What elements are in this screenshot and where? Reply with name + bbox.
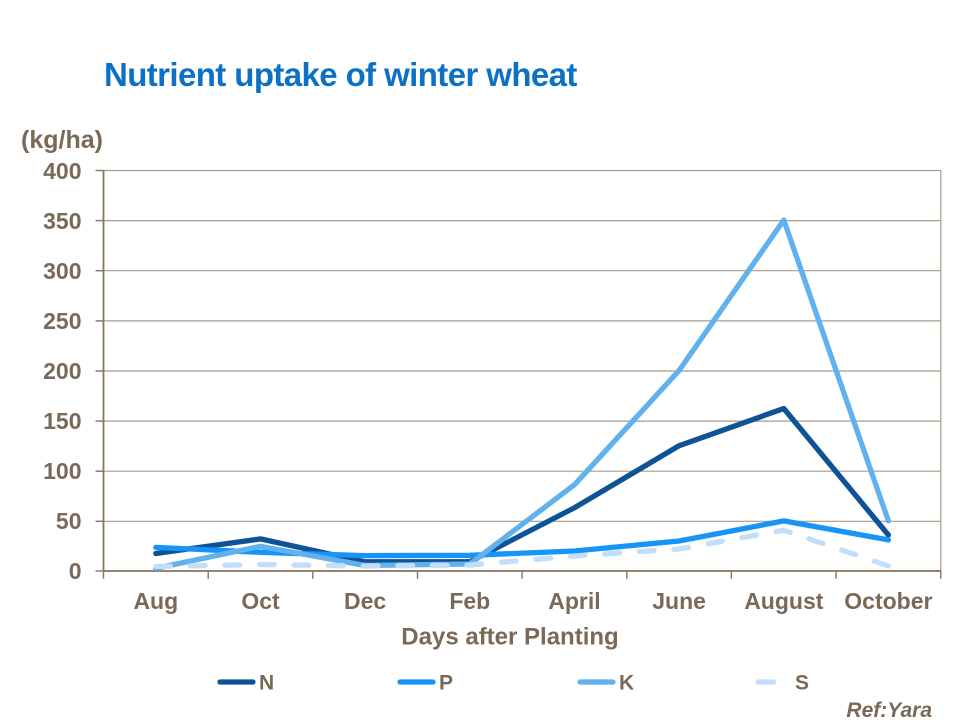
svg-text:P: P	[439, 672, 453, 695]
svg-text:Days after Planting: Days after Planting	[401, 624, 618, 651]
svg-text:August: August	[744, 588, 824, 614]
svg-text:150: 150	[43, 408, 81, 434]
svg-text:Ref:Yara: Ref:Yara	[846, 699, 932, 720]
svg-text:350: 350	[43, 208, 81, 234]
svg-text:400: 400	[43, 158, 81, 184]
svg-text:Dec: Dec	[344, 588, 386, 614]
svg-text:June: June	[652, 588, 706, 614]
svg-text:(kg/ha): (kg/ha)	[21, 126, 103, 154]
svg-text:250: 250	[43, 308, 81, 334]
svg-text:300: 300	[43, 258, 81, 284]
svg-text:0: 0	[69, 558, 82, 584]
svg-text:Nutrient uptake of winter whea: Nutrient uptake of winter wheat	[104, 56, 577, 93]
svg-text:N: N	[259, 672, 274, 695]
svg-text:April: April	[548, 588, 600, 614]
svg-text:50: 50	[56, 508, 82, 534]
svg-text:K: K	[619, 672, 634, 695]
svg-text:200: 200	[43, 358, 81, 384]
svg-text:100: 100	[43, 458, 81, 484]
svg-text:S: S	[795, 672, 809, 695]
svg-text:Oct: Oct	[241, 588, 280, 614]
svg-text:October: October	[844, 588, 932, 614]
svg-text:Feb: Feb	[449, 588, 490, 614]
svg-text:Aug: Aug	[133, 588, 178, 614]
